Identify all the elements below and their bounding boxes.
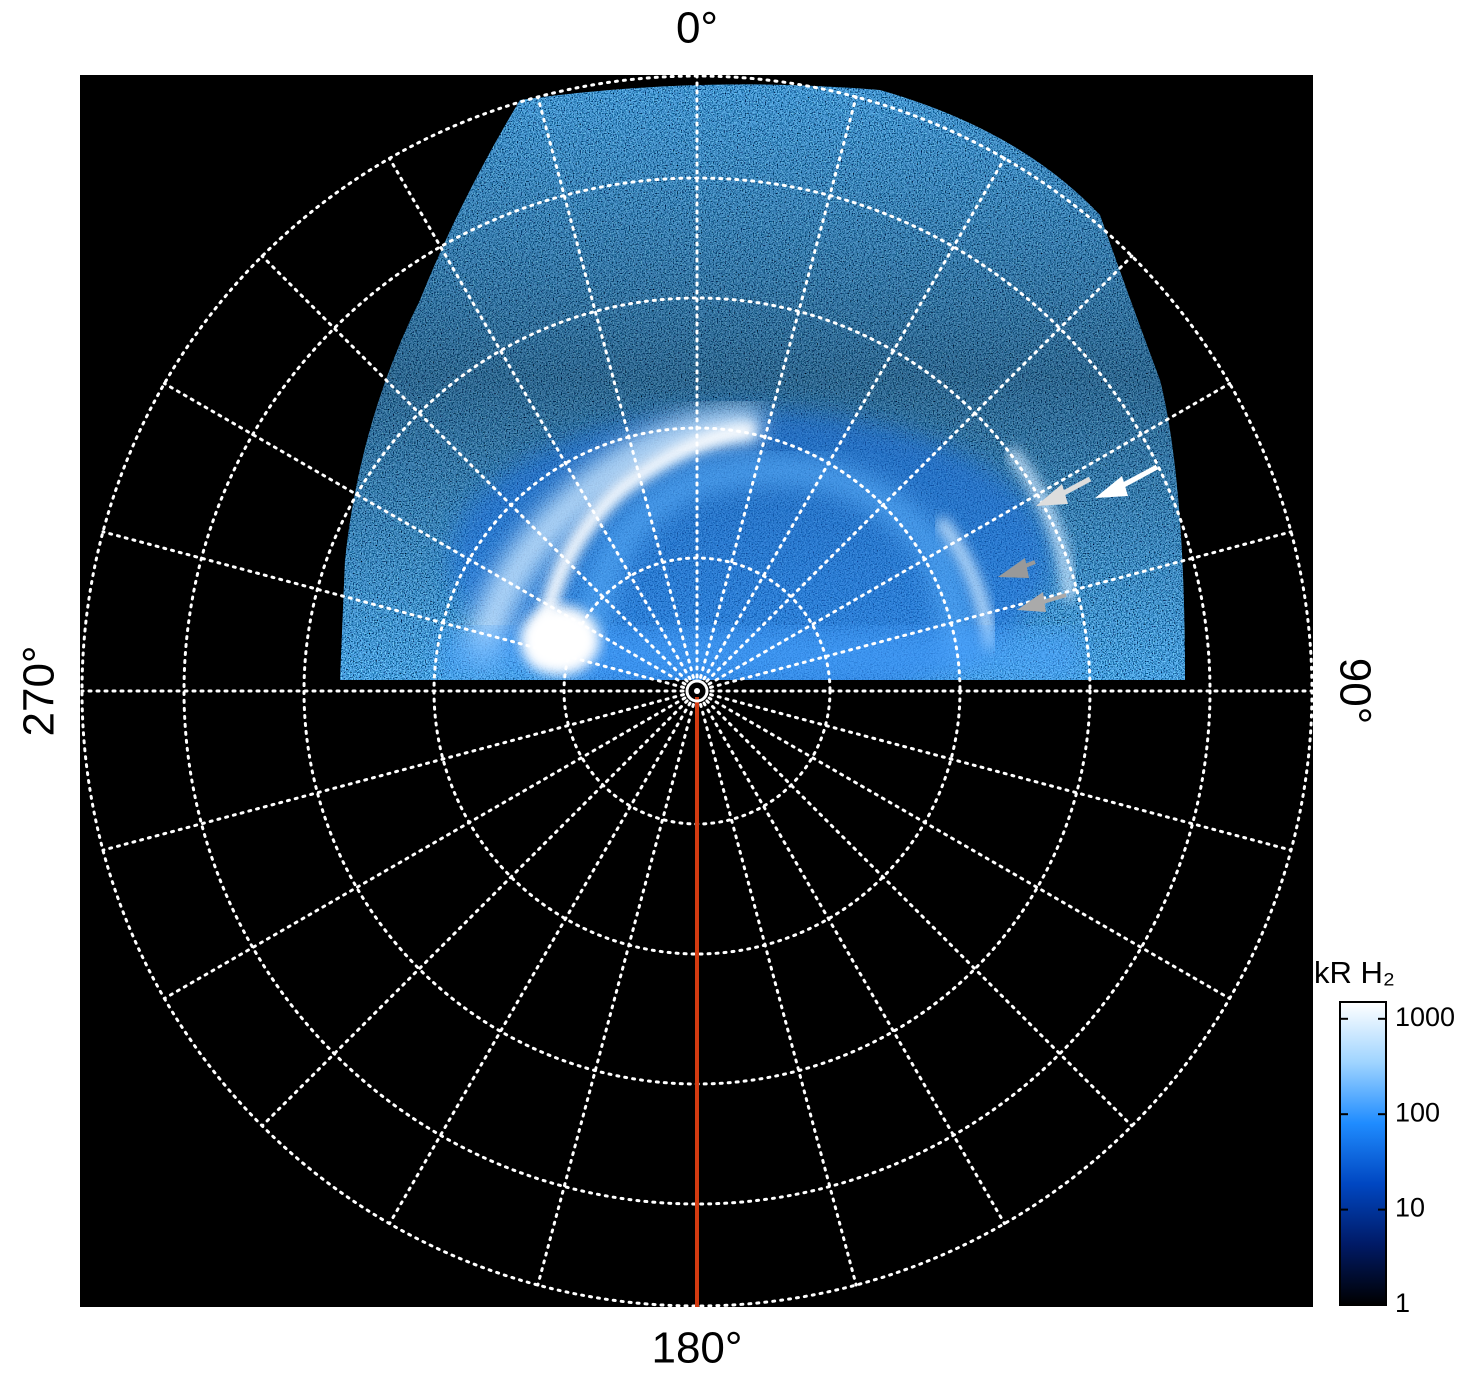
angle-labels: 0° 90° 180° 270° — [15, 4, 1380, 1373]
colorbar-tick-label: 1000 — [1395, 1002, 1455, 1032]
pole-marker — [685, 679, 709, 703]
colorbar: 1 10 100 1000 — [1339, 1001, 1455, 1318]
colorbar-label: kR H₂ — [1314, 955, 1395, 990]
angle-label: 90° — [1330, 658, 1379, 725]
colorbar-tick-label: 10 — [1395, 1193, 1425, 1223]
angle-label: 0° — [676, 4, 718, 53]
colorbar-tick-label: 1 — [1395, 1288, 1410, 1318]
angle-label: 270° — [15, 645, 64, 736]
pole-dot — [694, 688, 700, 694]
annotation-arrows — [998, 464, 1159, 612]
colorbar-tick-label: 100 — [1395, 1097, 1440, 1127]
angle-label: 180° — [651, 1324, 742, 1373]
colorbar-fill — [1339, 1001, 1387, 1306]
